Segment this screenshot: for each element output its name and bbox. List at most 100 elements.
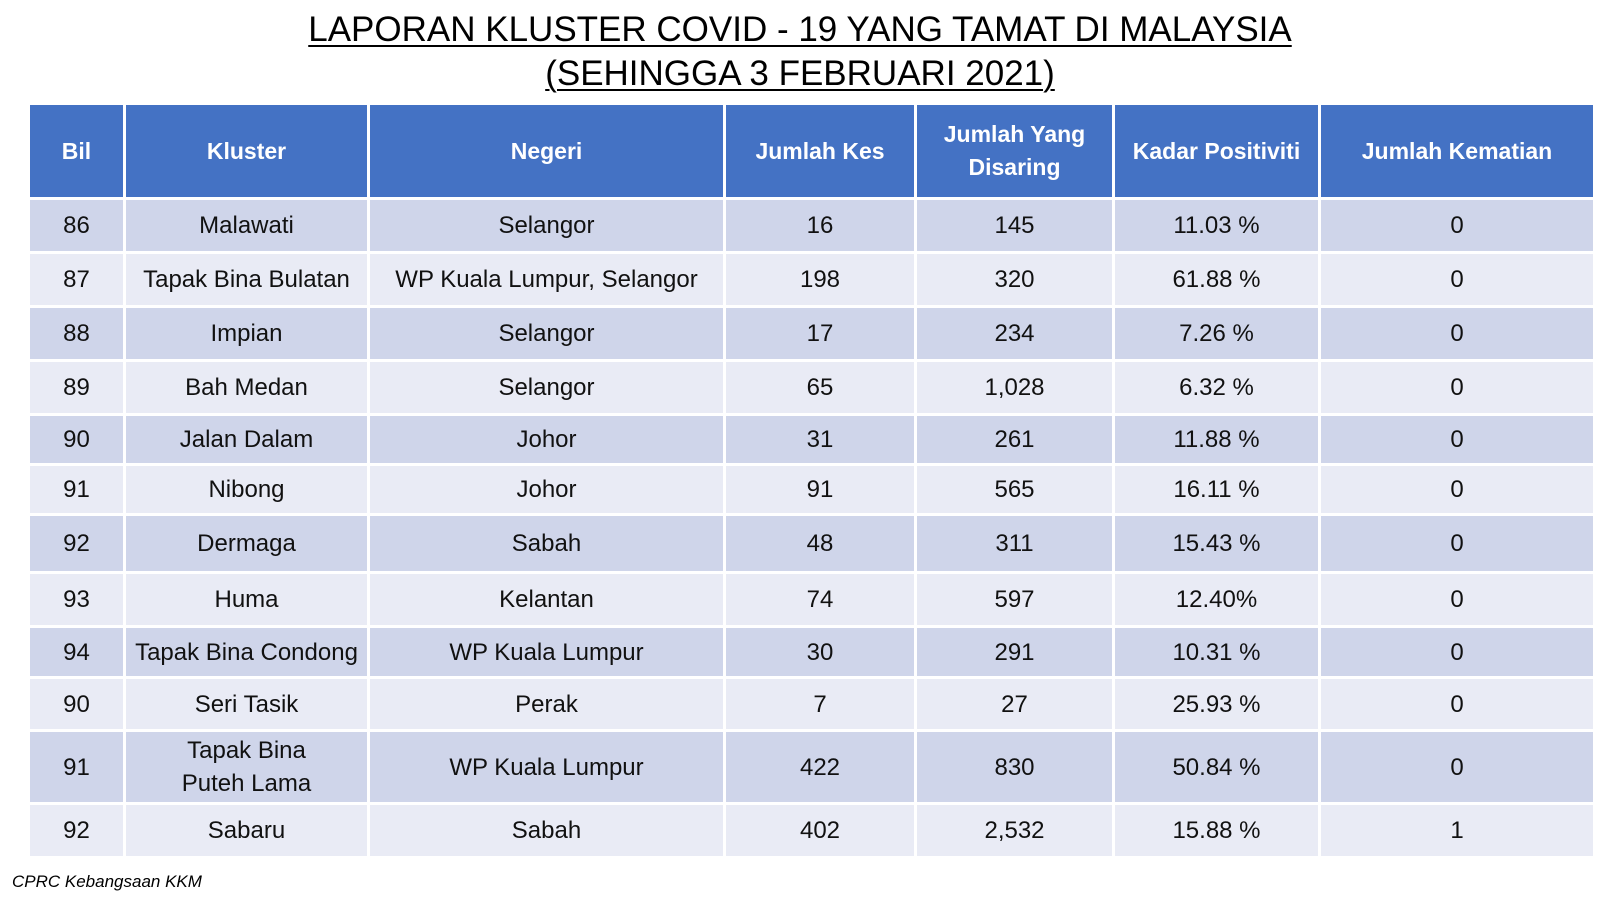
cell-jumlah-kematian: 0 <box>1321 200 1593 251</box>
cell-kluster: Impian <box>126 308 367 359</box>
title-line-2: (SEHINGGA 3 FEBRUARI 2021) <box>545 54 1055 93</box>
cell-jumlah-kematian: 0 <box>1321 416 1593 463</box>
title-line-1: LAPORAN KLUSTER COVID - 19 YANG TAMAT DI… <box>308 10 1292 49</box>
cell-kluster: Dermaga <box>126 516 367 571</box>
header-negeri: Negeri <box>370 105 723 197</box>
cell-kadar-positiviti: 61.88 % <box>1115 254 1318 305</box>
cell-jumlah-kes: 402 <box>726 805 914 856</box>
table-row: 89 Bah Medan Selangor 65 1,028 6.32 % 0 <box>30 362 1593 413</box>
cell-jumlah-kematian: 0 <box>1321 679 1593 729</box>
table-row: 90 Jalan Dalam Johor 31 261 11.88 % 0 <box>30 416 1593 463</box>
cell-kadar-positiviti: 50.84 % <box>1115 732 1318 802</box>
cell-jumlah-kes: 74 <box>726 574 914 625</box>
cell-jumlah-disaring: 145 <box>917 200 1112 251</box>
cell-jumlah-kes: 17 <box>726 308 914 359</box>
cell-jumlah-disaring: 234 <box>917 308 1112 359</box>
cell-jumlah-kematian: 0 <box>1321 254 1593 305</box>
cell-bil: 93 <box>30 574 123 625</box>
cell-kluster: Bah Medan <box>126 362 367 413</box>
cell-kluster: Tapak Bina Bulatan <box>126 254 367 305</box>
cell-kadar-positiviti: 15.43 % <box>1115 516 1318 571</box>
cell-negeri: Selangor <box>370 362 723 413</box>
cell-bil: 86 <box>30 200 123 251</box>
cell-kluster: Tapak Bina Puteh Lama <box>126 732 367 802</box>
cell-bil: 90 <box>30 679 123 729</box>
cell-jumlah-disaring: 1,028 <box>917 362 1112 413</box>
cell-bil: 91 <box>30 732 123 802</box>
header-jumlah-kematian: Jumlah Kematian <box>1321 105 1593 197</box>
cell-jumlah-kes: 7 <box>726 679 914 729</box>
cell-jumlah-kematian: 0 <box>1321 466 1593 513</box>
cell-kluster: Nibong <box>126 466 367 513</box>
cell-jumlah-disaring: 311 <box>917 516 1112 571</box>
table-row: 94 Tapak Bina Condong WP Kuala Lumpur 30… <box>30 628 1593 676</box>
cell-jumlah-kematian: 0 <box>1321 628 1593 676</box>
table-row: 91 Nibong Johor 91 565 16.11 % 0 <box>30 466 1593 513</box>
cell-jumlah-disaring: 830 <box>917 732 1112 802</box>
cell-negeri: Johor <box>370 416 723 463</box>
table-row: 87 Tapak Bina Bulatan WP Kuala Lumpur, S… <box>30 254 1593 305</box>
cell-negeri: WP Kuala Lumpur <box>370 732 723 802</box>
table-row: 90 Seri Tasik Perak 7 27 25.93 % 0 <box>30 679 1593 729</box>
cell-jumlah-kes: 30 <box>726 628 914 676</box>
table-row: 86 Malawati Selangor 16 145 11.03 % 0 <box>30 200 1593 251</box>
cell-negeri: Selangor <box>370 200 723 251</box>
cell-bil: 91 <box>30 466 123 513</box>
cell-jumlah-disaring: 291 <box>917 628 1112 676</box>
source-note: CPRC Kebangsaan KKM <box>12 872 202 891</box>
cell-jumlah-kes: 198 <box>726 254 914 305</box>
cell-jumlah-kematian: 0 <box>1321 732 1593 802</box>
cell-kluster: Huma <box>126 574 367 625</box>
cell-kadar-positiviti: 12.40% <box>1115 574 1318 625</box>
table-row: 91 Tapak Bina Puteh Lama WP Kuala Lumpur… <box>30 732 1593 802</box>
cell-bil: 90 <box>30 416 123 463</box>
report-title: LAPORAN KLUSTER COVID - 19 YANG TAMAT DI… <box>0 8 1600 96</box>
cell-kadar-positiviti: 7.26 % <box>1115 308 1318 359</box>
cell-jumlah-kematian: 0 <box>1321 308 1593 359</box>
table-row: 92 Sabaru Sabah 402 2,532 15.88 % 1 <box>30 805 1593 856</box>
table-row: 92 Dermaga Sabah 48 311 15.43 % 0 <box>30 516 1593 571</box>
cell-kluster: Tapak Bina Condong <box>126 628 367 676</box>
cell-jumlah-kes: 422 <box>726 732 914 802</box>
cell-jumlah-disaring: 2,532 <box>917 805 1112 856</box>
table-header-row: Bil Kluster Negeri Jumlah Kes Jumlah Yan… <box>30 105 1593 197</box>
cell-bil: 87 <box>30 254 123 305</box>
cell-jumlah-disaring: 261 <box>917 416 1112 463</box>
cell-kluster: Sabaru <box>126 805 367 856</box>
header-kadar-positiviti: Kadar Positiviti <box>1115 105 1318 197</box>
cell-negeri: Johor <box>370 466 723 513</box>
cell-bil: 94 <box>30 628 123 676</box>
cell-jumlah-kes: 48 <box>726 516 914 571</box>
cell-negeri: Sabah <box>370 805 723 856</box>
header-kluster: Kluster <box>126 105 367 197</box>
cell-kadar-positiviti: 15.88 % <box>1115 805 1318 856</box>
cell-negeri: WP Kuala Lumpur, Selangor <box>370 254 723 305</box>
cell-jumlah-kes: 91 <box>726 466 914 513</box>
cell-bil: 88 <box>30 308 123 359</box>
cell-kluster: Malawati <box>126 200 367 251</box>
cell-jumlah-kematian: 0 <box>1321 516 1593 571</box>
header-jumlah-kes: Jumlah Kes <box>726 105 914 197</box>
cell-negeri: WP Kuala Lumpur <box>370 628 723 676</box>
cell-kadar-positiviti: 10.31 % <box>1115 628 1318 676</box>
cell-bil: 89 <box>30 362 123 413</box>
cell-jumlah-disaring: 27 <box>917 679 1112 729</box>
header-jumlah-disaring: Jumlah Yang Disaring <box>917 105 1112 197</box>
cell-kluster: Seri Tasik <box>126 679 367 729</box>
table-row: 93 Huma Kelantan 74 597 12.40% 0 <box>30 574 1593 625</box>
cell-jumlah-kematian: 0 <box>1321 362 1593 413</box>
cell-jumlah-kematian: 1 <box>1321 805 1593 856</box>
cell-jumlah-kematian: 0 <box>1321 574 1593 625</box>
cell-kluster: Jalan Dalam <box>126 416 367 463</box>
cell-jumlah-kes: 31 <box>726 416 914 463</box>
cluster-table: Bil Kluster Negeri Jumlah Kes Jumlah Yan… <box>27 102 1596 859</box>
cell-kadar-positiviti: 6.32 % <box>1115 362 1318 413</box>
cell-bil: 92 <box>30 516 123 571</box>
cell-negeri: Sabah <box>370 516 723 571</box>
cell-jumlah-kes: 65 <box>726 362 914 413</box>
cell-negeri: Kelantan <box>370 574 723 625</box>
table-row: 88 Impian Selangor 17 234 7.26 % 0 <box>30 308 1593 359</box>
cell-kadar-positiviti: 25.93 % <box>1115 679 1318 729</box>
cell-jumlah-disaring: 565 <box>917 466 1112 513</box>
